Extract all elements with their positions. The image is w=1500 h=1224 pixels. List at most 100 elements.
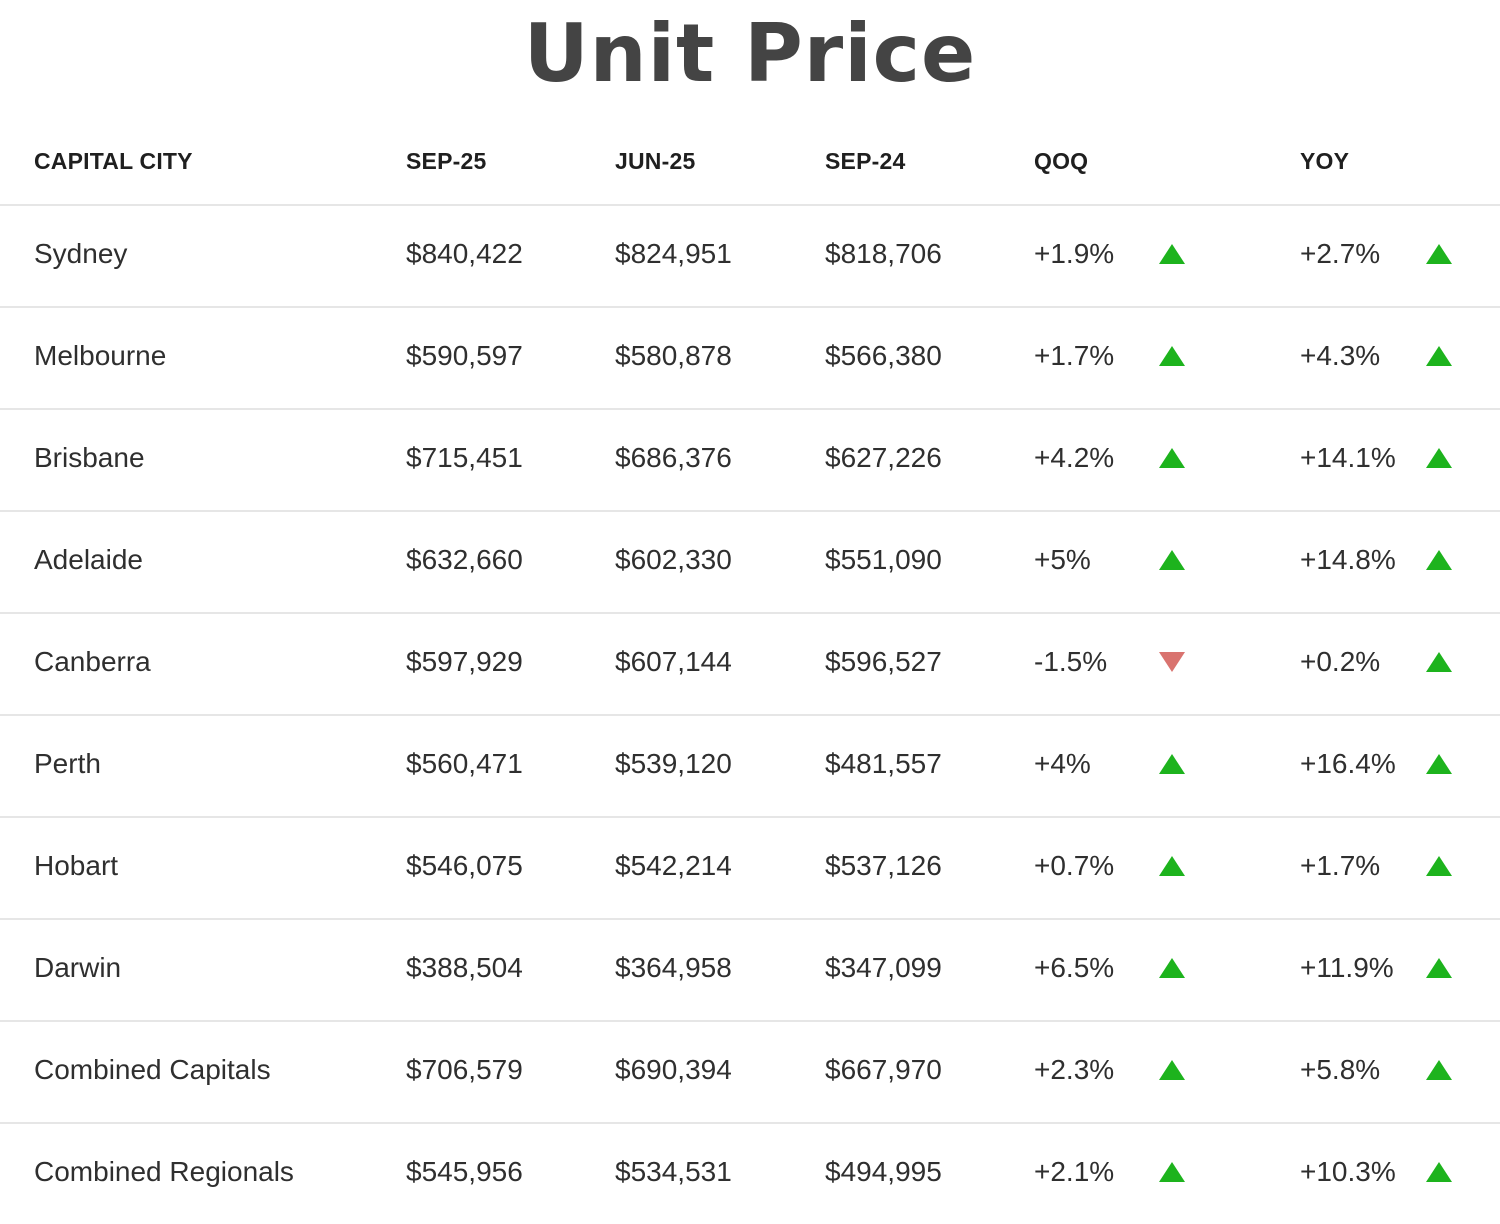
- cell-jun-25: $542,214: [615, 850, 732, 881]
- triangle-up-icon: [1425, 447, 1453, 469]
- triangle-up-icon: [1158, 1059, 1186, 1081]
- cell-sep-24: $566,380: [825, 340, 942, 371]
- cell-yoy: +1.7%: [1300, 850, 1381, 881]
- triangle-up-icon: [1425, 243, 1453, 265]
- cell-yoy: +4.3%: [1300, 340, 1381, 371]
- cell-qoq: +5%: [1034, 544, 1091, 575]
- table-row: Canberra $597,929 $607,144 $596,527 -1.5% +0.…: [0, 614, 1500, 716]
- triangle-up-icon: [1425, 753, 1453, 775]
- cell-capital-city: Melbourne: [34, 340, 167, 371]
- cell-qoq: +2.1%: [1034, 1156, 1115, 1187]
- table-body: Sydney $840,422 $824,951 $818,706 +1.9% +2.7%…: [0, 206, 1500, 1224]
- cell-qoq: +4%: [1034, 748, 1091, 779]
- cell-sep-24: $481,557: [825, 748, 942, 779]
- triangle-up-icon: [1158, 957, 1186, 979]
- cell-qoq: +0.7%: [1034, 850, 1115, 881]
- header-yoy: YOY: [1300, 148, 1350, 174]
- cell-yoy: +10.3%: [1300, 1156, 1396, 1187]
- cell-sep-24: $667,970: [825, 1054, 942, 1085]
- cell-jun-25: $607,144: [615, 646, 732, 677]
- cell-yoy: +2.7%: [1300, 238, 1381, 269]
- unit-price-table: CAPITAL CITY SEP-25 JUN-25 SEP-24 QOQ YO…: [0, 110, 1500, 1224]
- cell-capital-city: Canberra: [34, 646, 151, 677]
- triangle-up-icon: [1158, 243, 1186, 265]
- table-row: Adelaide $632,660 $602,330 $551,090 +5% +14.8…: [0, 512, 1500, 614]
- cell-capital-city: Combined Regionals: [34, 1156, 294, 1187]
- cell-capital-city: Darwin: [34, 952, 122, 983]
- cell-qoq: +6.5%: [1034, 952, 1115, 983]
- page-title: Unit Price: [523, 7, 977, 100]
- triangle-up-icon: [1425, 345, 1453, 367]
- header-qoq: QOQ: [1034, 148, 1089, 174]
- cell-sep-24: $818,706: [825, 238, 942, 269]
- cell-yoy: +11.9%: [1300, 952, 1394, 983]
- cell-sep-25: $597,929: [406, 646, 523, 677]
- table-row: Sydney $840,422 $824,951 $818,706 +1.9% +2.7%: [0, 206, 1500, 308]
- cell-sep-24: $627,226: [825, 442, 942, 473]
- cell-qoq: +1.9%: [1034, 238, 1115, 269]
- cell-yoy: +0.2%: [1300, 646, 1381, 677]
- cell-qoq: +1.7%: [1034, 340, 1115, 371]
- cell-qoq: +2.3%: [1034, 1054, 1115, 1085]
- cell-sep-25: $560,471: [406, 748, 523, 779]
- table-row: Perth $560,471 $539,120 $481,557 +4% +16.4%: [0, 716, 1500, 818]
- triangle-up-icon: [1158, 1161, 1186, 1183]
- cell-sep-25: $840,422: [406, 238, 523, 269]
- table-row: Melbourne $590,597 $580,878 $566,380 +1.7% +4…: [0, 308, 1500, 410]
- table-row: Darwin $388,504 $364,958 $347,099 +6.5% +11.9…: [0, 920, 1500, 1022]
- cell-jun-25: $690,394: [615, 1054, 732, 1085]
- triangle-up-icon: [1158, 753, 1186, 775]
- cell-jun-25: $686,376: [615, 442, 732, 473]
- header-capital-city: CAPITAL CITY: [34, 148, 193, 174]
- triangle-up-icon: [1425, 1059, 1453, 1081]
- cell-jun-25: $824,951: [615, 238, 732, 269]
- cell-jun-25: $580,878: [615, 340, 732, 371]
- triangle-up-icon: [1425, 651, 1453, 673]
- header-jun-25: JUN-25: [615, 148, 696, 174]
- triangle-up-icon: [1425, 855, 1453, 877]
- triangle-down-icon: [1158, 651, 1186, 673]
- cell-sep-25: $388,504: [406, 952, 523, 983]
- cell-capital-city: Hobart: [34, 850, 119, 881]
- triangle-up-icon: [1158, 345, 1186, 367]
- triangle-up-icon: [1158, 855, 1186, 877]
- table-row: Combined Regionals $545,956 $534,531 $494,9…: [0, 1124, 1500, 1224]
- cell-sep-25: $706,579: [406, 1054, 523, 1085]
- cell-jun-25: $364,958: [615, 952, 732, 983]
- cell-capital-city: Combined Capitals: [34, 1054, 271, 1085]
- cell-sep-25: $546,075: [406, 850, 523, 881]
- cell-yoy: +14.1%: [1300, 442, 1396, 473]
- cell-capital-city: Sydney: [34, 238, 128, 269]
- table-row: Combined Capitals $706,579 $690,394 $667,97…: [0, 1022, 1500, 1124]
- triangle-up-icon: [1158, 447, 1186, 469]
- cell-capital-city: Perth: [34, 748, 101, 779]
- triangle-up-icon: [1425, 1161, 1453, 1183]
- cell-sep-24: $494,995: [825, 1156, 942, 1187]
- cell-yoy: +5.8%: [1300, 1054, 1381, 1085]
- cell-sep-24: $596,527: [825, 646, 942, 677]
- cell-yoy: +14.8%: [1300, 544, 1396, 575]
- cell-jun-25: $539,120: [615, 748, 732, 779]
- cell-sep-25: $590,597: [406, 340, 523, 371]
- header-sep-25: SEP-25: [406, 148, 487, 174]
- cell-sep-25: $715,451: [406, 442, 523, 473]
- cell-jun-25: $534,531: [615, 1156, 732, 1187]
- triangle-up-icon: [1425, 957, 1453, 979]
- cell-sep-24: $347,099: [825, 952, 942, 983]
- cell-yoy: +16.4%: [1300, 748, 1396, 779]
- cell-sep-24: $551,090: [825, 544, 942, 575]
- cell-sep-25: $545,956: [406, 1156, 523, 1187]
- table-row: Brisbane $715,451 $686,376 $627,226 +4.2% +14…: [0, 410, 1500, 512]
- cell-capital-city: Brisbane: [34, 442, 145, 473]
- cell-sep-24: $537,126: [825, 850, 942, 881]
- cell-capital-city: Adelaide: [34, 544, 143, 575]
- table-header-row: CAPITAL CITY SEP-25 JUN-25 SEP-24 QOQ YO…: [0, 110, 1500, 206]
- cell-sep-25: $632,660: [406, 544, 523, 575]
- header-sep-24: SEP-24: [825, 148, 906, 174]
- cell-qoq: +4.2%: [1034, 442, 1115, 473]
- cell-qoq: -1.5%: [1034, 646, 1108, 677]
- table-row: Hobart $546,075 $542,214 $537,126 +0.7% +1.7%: [0, 818, 1500, 920]
- triangle-up-icon: [1425, 549, 1453, 571]
- cell-jun-25: $602,330: [615, 544, 732, 575]
- triangle-up-icon: [1158, 549, 1186, 571]
